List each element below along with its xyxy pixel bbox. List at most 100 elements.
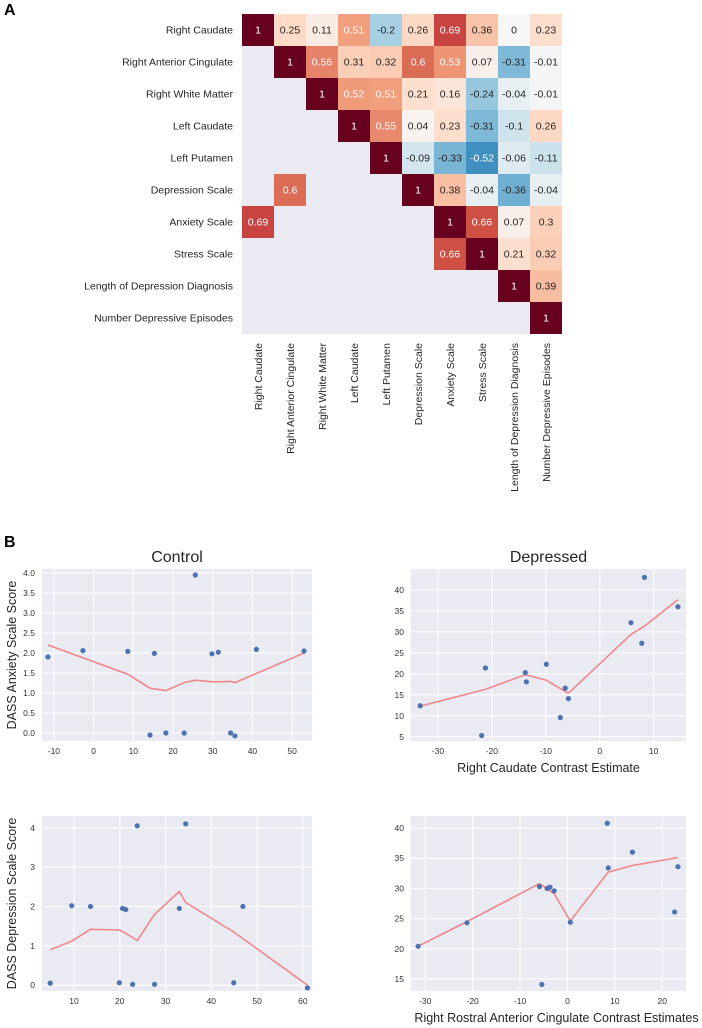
y-tick-label: 0.0 (23, 728, 35, 738)
data-point (228, 730, 234, 736)
heatmap-cell (498, 78, 530, 110)
data-point (567, 919, 573, 925)
row-label: Depression Scale (151, 185, 233, 197)
heatmap-cell-label: 1 (447, 217, 453, 229)
heatmap-cell-label: 0.07 (472, 57, 493, 69)
data-point (125, 648, 131, 654)
data-point (231, 980, 237, 986)
heatmap-cell-label: -0.33 (438, 153, 462, 165)
column-label: Stress Scale (477, 343, 489, 402)
y-tick-label: 2 (30, 901, 35, 911)
data-point (675, 864, 681, 870)
data-point (192, 572, 198, 578)
x-tick-label: 0 (565, 996, 570, 1006)
data-point (536, 884, 543, 890)
y-tick-label: 35 (395, 853, 405, 863)
heatmap-cell (242, 206, 274, 238)
data-point (176, 905, 182, 912)
heatmap-cell-label: 0.69 (248, 217, 269, 229)
smoothed-fit-line (420, 598, 679, 707)
row-label: Anxiety Scale (169, 217, 233, 229)
heatmap-cell (242, 14, 274, 46)
x-tick-label: -10 (540, 746, 553, 756)
heatmap-cell (466, 238, 498, 270)
heatmap-cell (466, 142, 498, 174)
data-point (464, 920, 470, 926)
data-point (232, 733, 238, 739)
heatmap-cell-label: 0.16 (440, 89, 461, 101)
heatmap-cell-label: 1 (351, 121, 357, 133)
data-point (562, 685, 568, 691)
x-tick-label: 10 (610, 996, 620, 1006)
row-label: Right Anterior Cingulate (122, 57, 233, 69)
heatmap-cell (402, 78, 434, 110)
heatmap-cell-label: 1 (255, 25, 261, 37)
heatmap-cell (434, 142, 466, 174)
y-tick-label: 25 (395, 648, 405, 658)
data-point (240, 903, 246, 910)
heatmap-cell (498, 46, 530, 78)
heatmap-cell-label: -0.04 (534, 185, 558, 197)
heatmap-cell (498, 174, 530, 206)
y-tick-label: 4.0 (23, 568, 35, 578)
x-tick-label: -30 (432, 746, 445, 756)
heatmap-cell (466, 206, 498, 238)
heatmap-cell-label: 1 (543, 313, 549, 325)
x-tick-label: 20 (168, 746, 178, 756)
y-tick-label: 30 (395, 627, 405, 637)
x-tick-label: 10 (129, 746, 139, 756)
heatmap-cell-label: -0.04 (470, 185, 494, 197)
smoothed-fit-line (417, 856, 679, 948)
scatter-panel-depressed-depression: -30 -20 -10 0 10 20 15 20 25 30 35 40 Right Rostral … (395, 816, 699, 1025)
panel-label-a: A (4, 2, 16, 19)
heatmap-cell-label: 0.66 (440, 249, 461, 261)
y-tick-label: 15 (395, 690, 405, 700)
heatmap-cell (402, 110, 434, 142)
x-tick-label: -30 (419, 996, 432, 1006)
row-label: Left Caudate (173, 121, 233, 133)
heatmap-cell-label: -0.2 (377, 25, 395, 37)
data-point (215, 649, 221, 655)
data-point (415, 943, 421, 949)
x-tick-label: -10 (514, 996, 527, 1006)
y-tick-label: 2.0 (23, 648, 35, 658)
heatmap-cell (402, 46, 434, 78)
heatmap-cell (306, 14, 338, 46)
data-point (672, 909, 678, 915)
column-label: Length of Depression Diagnosis (509, 343, 521, 492)
heatmap-cell-label: -0.24 (470, 89, 494, 101)
x-axis-label: Right Caudate Contrast Estimate (457, 761, 640, 775)
heatmap-cell (434, 110, 466, 142)
smoothed-fit-line (47, 644, 305, 692)
data-point (116, 980, 122, 986)
plot-area (411, 569, 686, 741)
heatmap-cell (338, 46, 370, 78)
heatmap-cell (370, 142, 402, 174)
plot-title: Depressed (510, 549, 587, 566)
heatmap-cell (530, 78, 562, 110)
heatmap-cell (498, 206, 530, 238)
data-point (69, 903, 75, 909)
y-tick-label: 15 (395, 974, 405, 984)
data-point (123, 906, 129, 913)
column-label: Left Putamen (381, 343, 393, 406)
heatmap-cell (466, 110, 498, 142)
heatmap-cell-label: -0.36 (502, 185, 526, 197)
data-point (130, 981, 136, 987)
data-point (87, 903, 94, 910)
heatmap-cell (370, 46, 402, 78)
data-point (539, 981, 545, 987)
heatmap-cell-label: 0.51 (344, 25, 365, 37)
heatmap-cell (530, 238, 562, 270)
scatter-panel-control-depression: 10 20 30 40 50 60 0 1 2 3 4 DASS Depression Scale S… (5, 816, 312, 1006)
heatmap-cell-label: 0.21 (504, 249, 525, 261)
heatmap-cell-label: 0.26 (408, 25, 429, 37)
x-tick-label: 30 (161, 996, 171, 1006)
data-point (163, 730, 169, 736)
heatmap-cell-label: 1 (479, 249, 485, 261)
heatmap-cell (434, 206, 466, 238)
data-point (629, 849, 636, 855)
heatmap-cell-label: -0.06 (502, 153, 526, 165)
heatmap-cell-label: 0.51 (376, 89, 397, 101)
y-tick-label: 3 (30, 862, 35, 872)
